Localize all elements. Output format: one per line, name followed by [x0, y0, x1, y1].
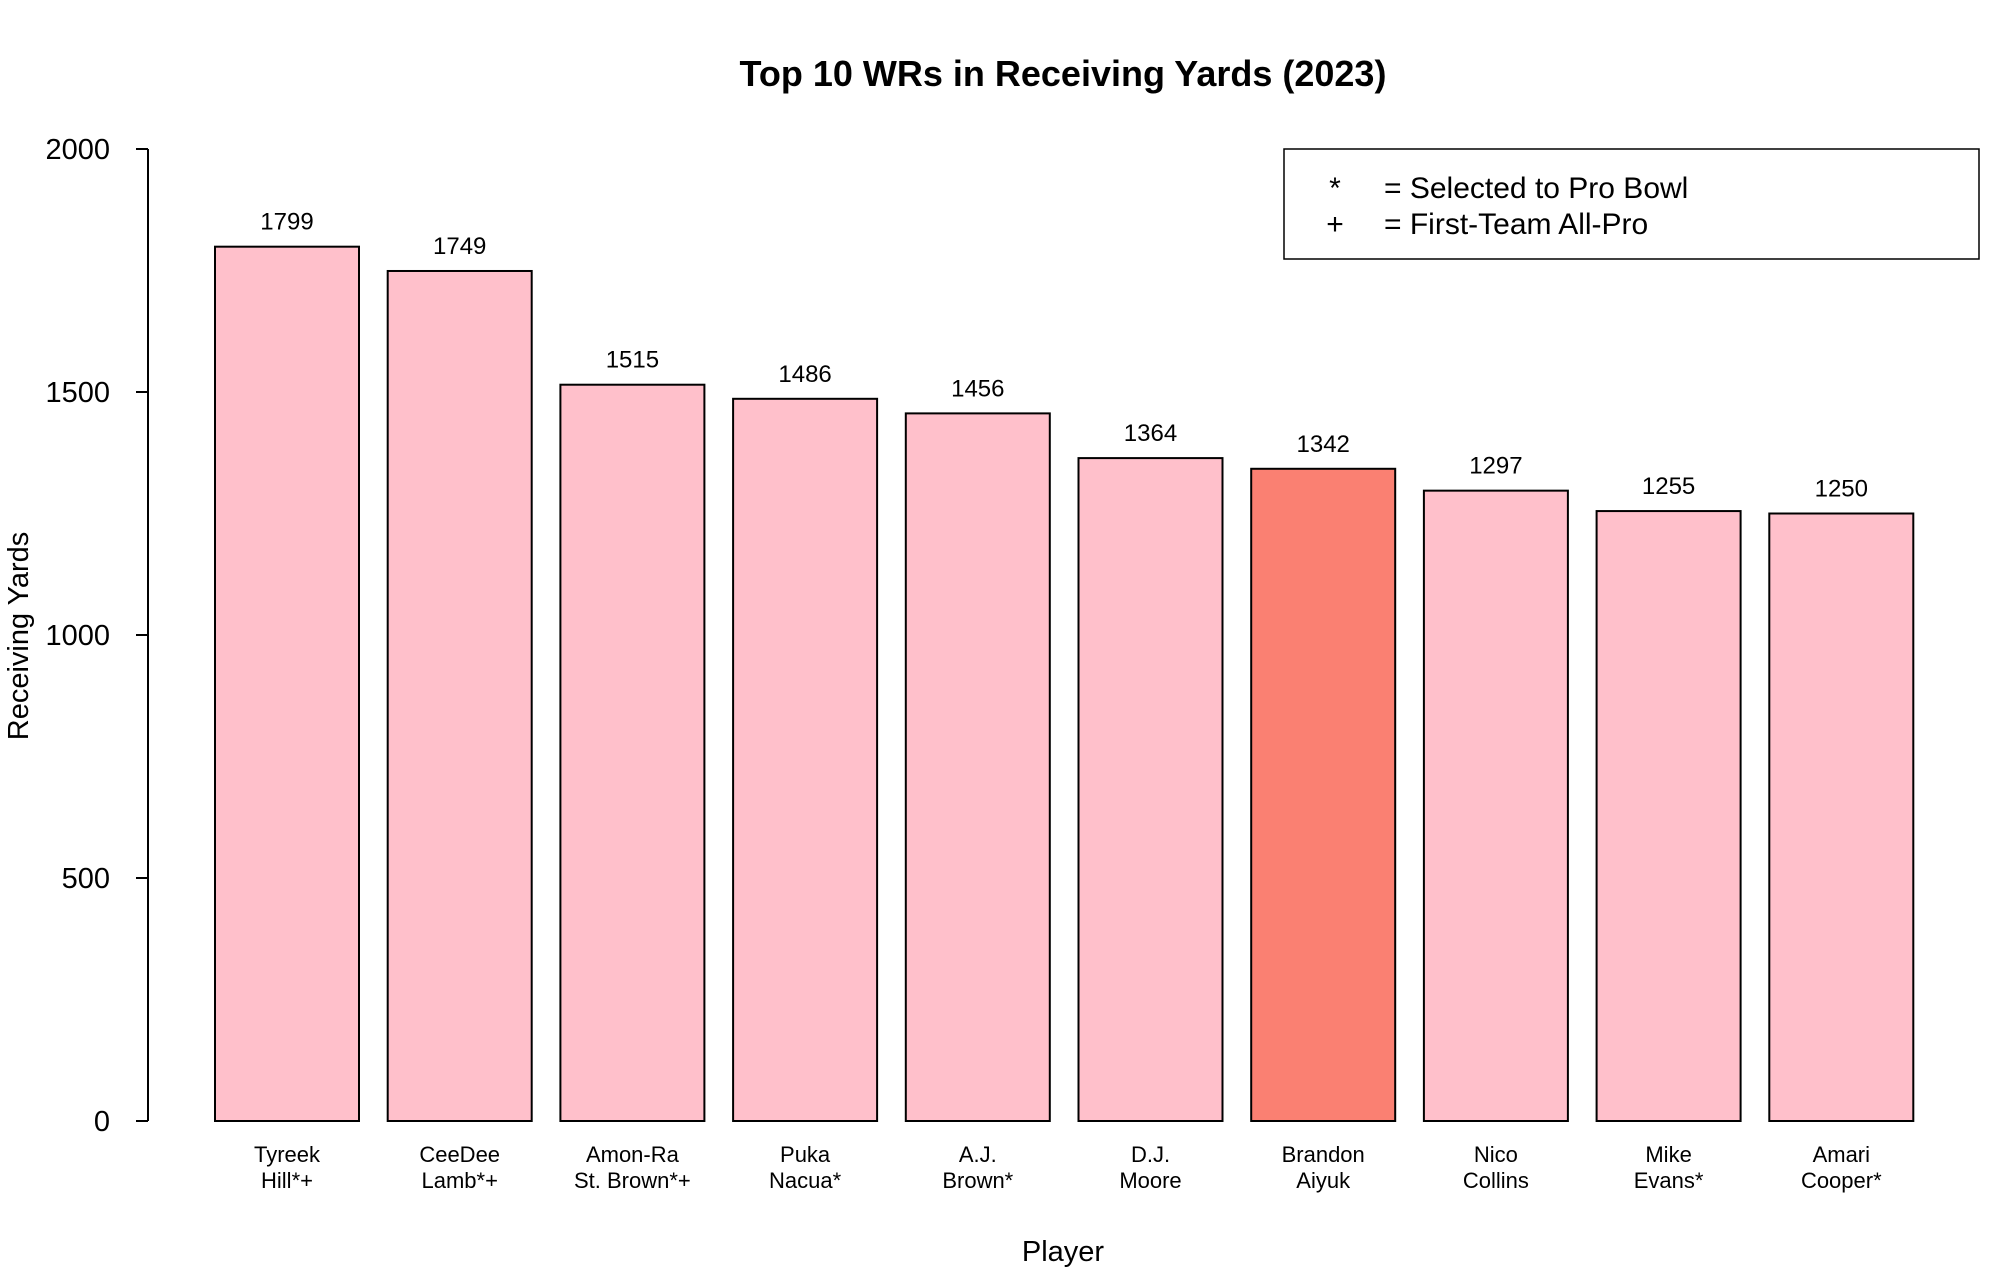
- x-tick-label: Amon-Ra: [586, 1142, 680, 1167]
- x-tick-label: A.J.: [959, 1142, 997, 1167]
- x-tick-label: D.J.: [1131, 1142, 1170, 1167]
- bar-value-label: 1456: [951, 375, 1004, 402]
- x-tick-label: Puka: [780, 1142, 831, 1167]
- bar-value-label: 1297: [1469, 453, 1522, 480]
- x-tick-label: Mike: [1645, 1142, 1691, 1167]
- x-tick-label: Nico: [1474, 1142, 1518, 1167]
- y-tick-label: 0: [94, 1106, 110, 1138]
- x-tick-label: Hill*+: [261, 1168, 313, 1193]
- legend-box: [1283, 148, 1980, 260]
- x-tick-label: Aiyuk: [1296, 1168, 1351, 1193]
- bar: [1768, 512, 1915, 1122]
- value-labels: 1799 1749 1515 1486 1456 1364 1342 1297 1255 1250: [260, 209, 1868, 503]
- x-tick-label: CeeDee: [419, 1142, 500, 1167]
- bar: [1250, 467, 1397, 1122]
- x-tick-label: Lamb*+: [421, 1168, 497, 1193]
- x-tick-label: St. Brown*+: [574, 1168, 691, 1193]
- bar-value-label: 1364: [1124, 420, 1177, 447]
- y-tick-label: 500: [62, 863, 110, 895]
- bars: [214, 245, 1915, 1123]
- bar-value-label: 1799: [260, 209, 313, 236]
- x-axis-label: Player: [1022, 1236, 1105, 1268]
- x-tick-label: Cooper*: [1801, 1168, 1882, 1193]
- bar: [559, 383, 706, 1122]
- bar-value-label: 1486: [778, 361, 831, 388]
- chart-title: Top 10 WRs in Receiving Yards (2023): [740, 53, 1387, 94]
- y-tick-label: 1500: [45, 377, 110, 409]
- y-axis-label: Receiving Yards: [3, 532, 35, 740]
- bar: [732, 397, 879, 1122]
- bar: [1595, 510, 1742, 1122]
- bar: [214, 245, 360, 1123]
- legend-symbol-all-pro: +: [1326, 208, 1344, 241]
- x-tick-label: Tyreek: [254, 1142, 321, 1167]
- x-tick-label: Brandon: [1282, 1142, 1365, 1167]
- x-tick-label: Collins: [1463, 1168, 1529, 1193]
- x-tick-label: Moore: [1119, 1168, 1181, 1193]
- bar: [1422, 489, 1569, 1122]
- legend: * = Selected to Pro Bowl + = First-Team …: [1283, 148, 1980, 260]
- legend-symbol-pro-bowl: *: [1329, 172, 1341, 205]
- bar-value-label: 1749: [433, 233, 486, 260]
- bar: [386, 269, 533, 1122]
- legend-text-pro-bowl: = Selected to Pro Bowl: [1384, 172, 1688, 205]
- x-tick-label: Amari: [1813, 1142, 1870, 1167]
- x-tick-label: Nacua*: [769, 1168, 842, 1193]
- bar-value-label: 1255: [1642, 473, 1695, 500]
- x-tick-label: Brown*: [942, 1168, 1013, 1193]
- bar: [1077, 457, 1224, 1122]
- y-ticks: 0 500 1000 1500 2000: [45, 134, 148, 1138]
- bar-value-label: 1515: [606, 347, 659, 374]
- legend-text-all-pro: = First-Team All-Pro: [1384, 208, 1648, 241]
- x-tick-label: Evans*: [1634, 1168, 1704, 1193]
- bar-value-label: 1250: [1815, 476, 1868, 503]
- bar: [904, 412, 1051, 1123]
- y-tick-label: 1000: [45, 620, 110, 652]
- bar-value-label: 1342: [1297, 431, 1350, 458]
- y-tick-label: 2000: [45, 134, 110, 166]
